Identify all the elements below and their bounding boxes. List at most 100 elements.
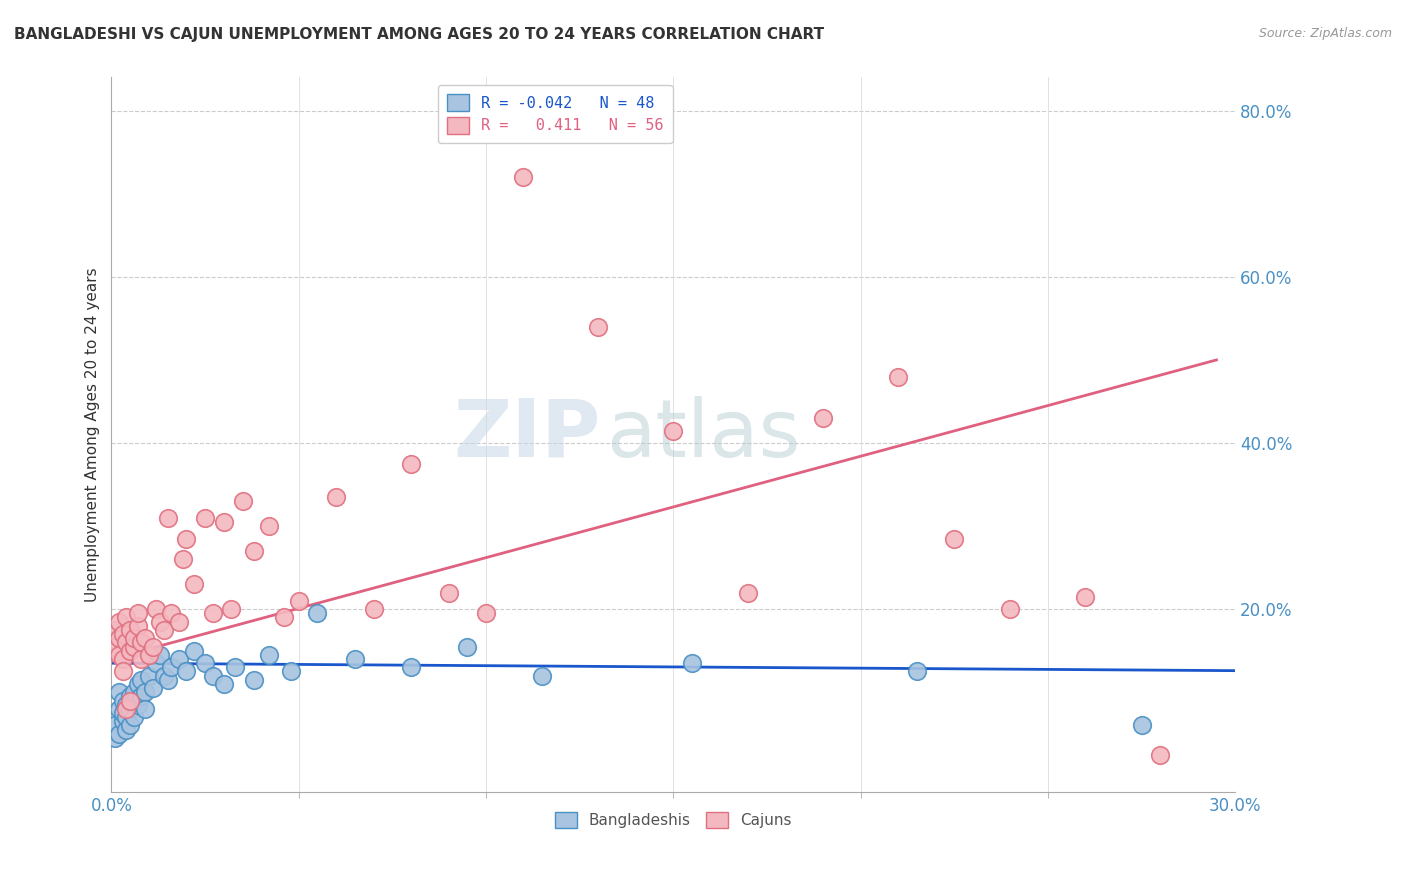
Point <box>212 677 235 691</box>
Point <box>242 544 264 558</box>
Point <box>108 648 131 662</box>
Point <box>257 519 280 533</box>
Point <box>115 710 138 724</box>
Point <box>905 665 928 679</box>
Point <box>201 607 224 621</box>
Point <box>108 632 131 646</box>
Point <box>111 714 134 729</box>
Point <box>201 668 224 682</box>
Point <box>149 648 172 662</box>
Point <box>167 615 190 629</box>
Point <box>1000 602 1022 616</box>
Point <box>160 607 183 621</box>
Text: BANGLADESHI VS CAJUN UNEMPLOYMENT AMONG AGES 20 TO 24 YEARS CORRELATION CHART: BANGLADESHI VS CAJUN UNEMPLOYMENT AMONG … <box>14 27 824 42</box>
Y-axis label: Unemployment Among Ages 20 to 24 years: Unemployment Among Ages 20 to 24 years <box>86 268 100 602</box>
Point <box>399 660 422 674</box>
Point <box>1074 590 1097 604</box>
Point <box>131 652 153 666</box>
Point <box>219 602 242 616</box>
Point <box>242 673 264 687</box>
Point <box>115 702 138 716</box>
Point <box>120 702 142 716</box>
Point <box>104 718 127 732</box>
Point <box>127 698 149 712</box>
Point <box>531 668 554 682</box>
Point <box>111 627 134 641</box>
Point <box>120 690 142 704</box>
Point <box>127 607 149 621</box>
Point <box>149 615 172 629</box>
Point <box>280 665 302 679</box>
Point <box>115 610 138 624</box>
Point <box>138 668 160 682</box>
Point <box>120 623 142 637</box>
Point <box>111 693 134 707</box>
Point <box>131 673 153 687</box>
Point <box>108 615 131 629</box>
Text: atlas: atlas <box>606 396 800 474</box>
Point <box>120 693 142 707</box>
Point <box>287 594 309 608</box>
Point <box>134 702 156 716</box>
Point <box>134 632 156 646</box>
Point <box>108 702 131 716</box>
Point <box>212 515 235 529</box>
Text: ZIP: ZIP <box>453 396 600 474</box>
Point <box>588 319 610 334</box>
Point <box>120 718 142 732</box>
Point <box>224 660 246 674</box>
Point <box>363 602 385 616</box>
Point <box>172 552 194 566</box>
Point <box>156 673 179 687</box>
Point <box>257 648 280 662</box>
Point <box>115 698 138 712</box>
Point <box>104 731 127 745</box>
Point <box>1149 747 1171 762</box>
Point <box>122 693 145 707</box>
Point <box>142 681 165 695</box>
Point <box>120 644 142 658</box>
Point <box>156 510 179 524</box>
Point <box>108 685 131 699</box>
Point <box>512 170 534 185</box>
Point <box>145 656 167 670</box>
Point <box>111 652 134 666</box>
Point <box>681 656 703 670</box>
Point <box>475 607 498 621</box>
Point <box>153 623 176 637</box>
Point <box>111 665 134 679</box>
Point <box>399 457 422 471</box>
Point <box>737 585 759 599</box>
Point <box>122 640 145 654</box>
Point <box>194 656 217 670</box>
Point <box>325 490 347 504</box>
Point <box>122 710 145 724</box>
Point <box>811 411 834 425</box>
Point <box>183 577 205 591</box>
Legend: Bangladeshis, Cajuns: Bangladeshis, Cajuns <box>550 805 797 834</box>
Point <box>307 607 329 621</box>
Point <box>943 532 966 546</box>
Point <box>104 640 127 654</box>
Point <box>176 665 198 679</box>
Point <box>122 685 145 699</box>
Point <box>167 652 190 666</box>
Point <box>145 602 167 616</box>
Point <box>111 706 134 720</box>
Point <box>273 610 295 624</box>
Point <box>176 532 198 546</box>
Point <box>134 685 156 699</box>
Point <box>108 727 131 741</box>
Point <box>104 623 127 637</box>
Point <box>662 424 685 438</box>
Point <box>131 690 153 704</box>
Point <box>131 635 153 649</box>
Point <box>160 660 183 674</box>
Point <box>127 619 149 633</box>
Point <box>194 510 217 524</box>
Text: Source: ZipAtlas.com: Source: ZipAtlas.com <box>1258 27 1392 40</box>
Point <box>122 632 145 646</box>
Point <box>115 723 138 737</box>
Point <box>456 640 478 654</box>
Point <box>142 640 165 654</box>
